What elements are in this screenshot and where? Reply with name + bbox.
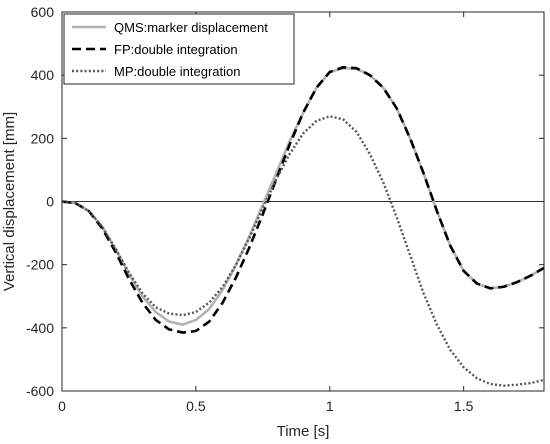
y-tick-label: -600 <box>26 383 54 399</box>
y-tick-label: 600 <box>31 4 55 20</box>
x-axis: 0 0.5 1 1.5 <box>58 12 474 414</box>
y-axis: -600 -400 -200 0 200 400 600 <box>26 4 544 399</box>
x-tick-label: 0 <box>58 398 66 414</box>
series-layer <box>61 65 545 387</box>
legend-label-2: FP:double integration <box>114 42 238 57</box>
series-line-2 <box>61 65 545 334</box>
x-axis-title: Time [s] <box>277 423 330 440</box>
series-line-3 <box>61 115 545 387</box>
legend: QMS:marker displacement FP:double integra… <box>63 13 295 85</box>
y-tick-label: -400 <box>26 320 54 336</box>
legend-label-1: QMS:marker displacement <box>114 20 268 35</box>
y-axis-title: Vertical displacement [mm] <box>1 112 18 291</box>
y-tick-label: -200 <box>26 257 54 273</box>
x-tick-label: 1 <box>326 398 334 414</box>
x-tick-label: 0.5 <box>186 398 206 414</box>
x-tick-label: 1.5 <box>454 398 474 414</box>
y-tick-label: 0 <box>46 194 54 210</box>
y-tick-label: 200 <box>31 130 55 146</box>
y-tick-label: 400 <box>31 67 55 83</box>
legend-label-3: MP:double integration <box>114 64 240 79</box>
